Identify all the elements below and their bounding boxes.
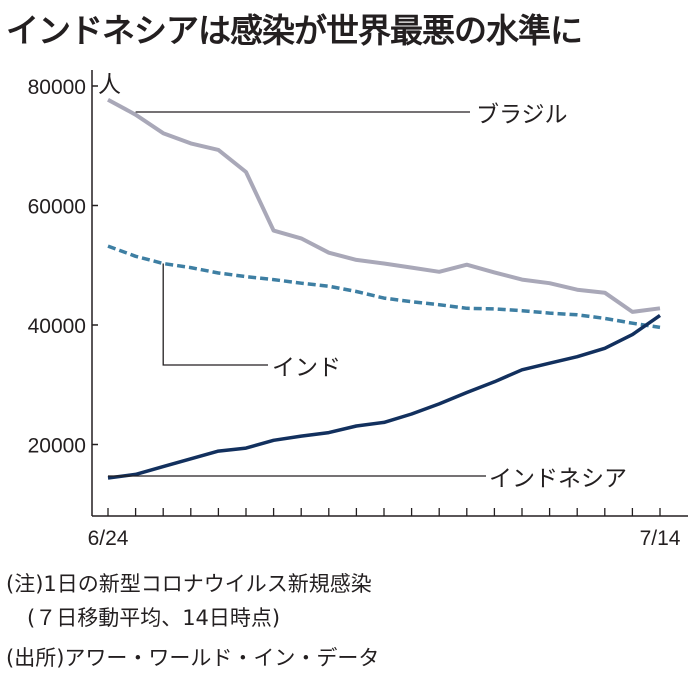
series-line-2 xyxy=(107,313,661,480)
leader-line-india xyxy=(162,263,268,366)
y-tick-label: 20000 xyxy=(28,435,86,458)
footnote-note: (注)1日の新型コロナウイルス新規感染 xyxy=(6,572,372,596)
series-line-1 xyxy=(107,244,661,330)
chart-title: インドネシアは感染が世界最悪の水準に xyxy=(6,11,583,50)
y-axis-unit: 人 xyxy=(98,72,121,98)
y-tick-label: 60000 xyxy=(28,196,86,219)
series-line-0 xyxy=(107,97,661,314)
x-tick-label-end: 7/14 xyxy=(640,527,681,550)
footnote-note-detail: (７日移動平均、14日時点) xyxy=(6,606,281,630)
series-label-brazil: ブラジル xyxy=(476,102,568,128)
y-tick-label: 80000 xyxy=(28,76,86,99)
y-tick-label: 40000 xyxy=(28,315,86,338)
x-tick-label-start: 6/24 xyxy=(88,527,129,550)
footnote-source: (出所)アワー・ワールド・イン・データ xyxy=(6,646,380,670)
series-label-indonesia: インドネシア xyxy=(489,466,627,492)
series-label-india: インド xyxy=(272,355,341,381)
